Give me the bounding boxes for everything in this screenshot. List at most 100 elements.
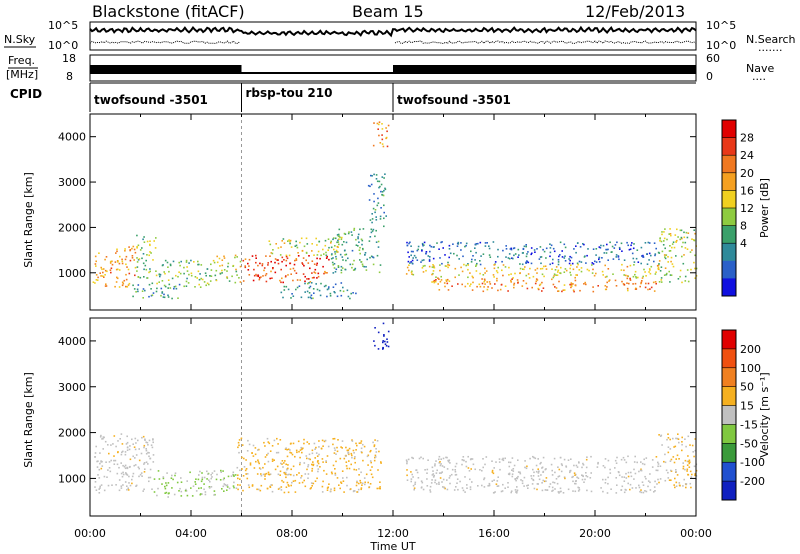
range-cell (327, 287, 330, 290)
range-cell (464, 245, 466, 248)
range-cell (641, 255, 643, 257)
range-cell (594, 260, 596, 263)
range-cell (150, 288, 152, 290)
range-cell (681, 255, 683, 258)
range-cell (124, 451, 127, 453)
range-cell (606, 275, 608, 278)
range-cell (239, 469, 241, 472)
range-cell (497, 248, 499, 251)
range-cell (143, 471, 146, 473)
range-cell (363, 445, 366, 448)
range-cell (359, 228, 361, 231)
range-cell (148, 455, 150, 458)
range-cell (664, 453, 666, 456)
range-cell (605, 248, 607, 251)
range-cell (493, 479, 495, 481)
range-cell (277, 247, 280, 249)
range-cell (686, 460, 689, 463)
range-cell (574, 276, 576, 279)
range-cell (693, 465, 696, 468)
range-cell (652, 281, 655, 284)
range-cell (260, 473, 262, 475)
range-cell (375, 448, 377, 450)
range-cell (410, 245, 412, 247)
range-cell (136, 257, 138, 259)
range-cell (312, 288, 315, 290)
range-cell (216, 261, 219, 264)
range-cell (537, 468, 539, 470)
range-cell (114, 459, 117, 462)
range-cell (444, 285, 446, 288)
range-cell (530, 247, 533, 249)
range-cell (232, 485, 235, 487)
range-cell (341, 470, 344, 472)
range-cell (362, 247, 364, 250)
range-cell (344, 249, 346, 252)
range-cell (146, 441, 149, 444)
range-cell (153, 478, 156, 480)
range-cell (322, 445, 324, 447)
range-cell (650, 254, 652, 257)
range-cell (661, 444, 663, 446)
range-cell (160, 294, 162, 297)
range-cell (152, 292, 155, 294)
range-cell (105, 283, 107, 285)
range-cell (248, 486, 251, 489)
range-cell (135, 442, 137, 444)
colorbar-tick-label: -200 (740, 475, 765, 488)
range-cell (357, 236, 359, 238)
range-cell (462, 456, 465, 458)
range-cell (635, 487, 637, 489)
range-cell (657, 266, 660, 269)
range-cell (493, 267, 496, 270)
range-cell (629, 279, 632, 281)
range-cell (116, 250, 118, 253)
range-cell (142, 297, 144, 299)
range-cell (123, 465, 126, 468)
range-cell (620, 269, 623, 271)
velocity-frame (89, 317, 697, 517)
range-cell (258, 278, 261, 281)
range-cell (637, 261, 640, 263)
range-cell (170, 477, 173, 479)
nave-tick-top: 60 (706, 52, 720, 65)
range-cell (650, 265, 653, 268)
range-cell (369, 450, 371, 453)
range-cell (685, 231, 688, 234)
range-cell (333, 267, 336, 269)
range-cell (257, 488, 260, 491)
range-cell (648, 252, 651, 255)
range-cell (313, 271, 316, 273)
range-cell (270, 270, 272, 273)
range-cell (289, 240, 291, 243)
range-cell (534, 282, 537, 285)
range-cell (483, 280, 485, 283)
range-cell (521, 263, 524, 266)
range-cell (618, 246, 621, 249)
range-cell (193, 261, 195, 263)
range-cell (96, 279, 99, 281)
range-cell (665, 469, 668, 472)
range-cell (325, 461, 327, 463)
range-cell (345, 241, 348, 244)
range-cell (681, 436, 683, 439)
range-cell (539, 462, 541, 465)
range-cell (572, 283, 574, 285)
range-cell (172, 478, 174, 481)
range-cell (514, 272, 516, 275)
range-cell (689, 251, 692, 253)
range-cell (587, 248, 589, 250)
range-cell (504, 266, 507, 268)
range-cell (124, 250, 126, 252)
range-cell (125, 285, 127, 288)
range-cell (335, 258, 338, 260)
range-cell (148, 452, 150, 454)
range-cell (117, 260, 119, 263)
range-cell (598, 258, 600, 261)
range-cell (309, 487, 312, 490)
range-cell (211, 472, 214, 474)
range-cell (283, 289, 286, 291)
range-cell (447, 289, 450, 291)
range-cell (570, 282, 573, 284)
range-cell (669, 245, 671, 247)
